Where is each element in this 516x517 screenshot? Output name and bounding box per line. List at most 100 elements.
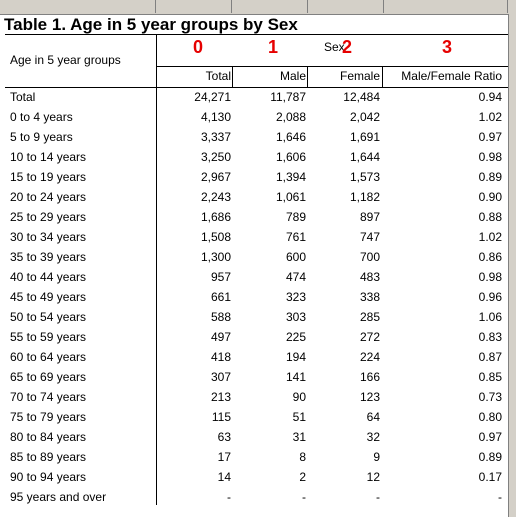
column-number-annotation: 1 (268, 37, 279, 57)
cell-male: 2 (299, 470, 306, 484)
cell-male: 31 (292, 430, 306, 444)
row-label: 95 years and over (10, 490, 107, 504)
table-row: 50 to 54 years 588 303 285 1.06 (0, 310, 508, 330)
cell-ratio: 0.83 (478, 330, 502, 344)
column-header-cell[interactable] (156, 0, 232, 13)
column-header-cell[interactable] (384, 0, 508, 13)
cell-female: 897 (359, 210, 380, 224)
cell-female: 1,573 (349, 170, 380, 184)
cell-ratio: 0.96 (478, 290, 502, 304)
cell-male: 8 (299, 450, 306, 464)
cell-female: 285 (359, 310, 380, 324)
cell-total: 418 (210, 350, 231, 364)
cell-ratio: 0.89 (478, 450, 502, 464)
column-header-rule (157, 66, 508, 67)
row-label: 30 to 34 years (10, 230, 87, 244)
cell-male: 1,061 (275, 190, 306, 204)
table-top-rule (5, 34, 508, 35)
column-header-female: Female (339, 69, 380, 83)
cell-total: 957 (210, 270, 231, 284)
cell-male: 600 (285, 250, 306, 264)
cell-female: 1,644 (349, 150, 380, 164)
cell-female: 123 (359, 390, 380, 404)
cell-female: 64 (366, 410, 380, 424)
column-header-cell[interactable] (0, 0, 156, 13)
cell-ratio: 0.73 (478, 390, 502, 404)
cell-male: 1,606 (275, 150, 306, 164)
cell-female: 32 (366, 430, 380, 444)
cell-ratio: 0.90 (478, 190, 502, 204)
table-row: 5 to 9 years 3,337 1,646 1,691 0.97 (0, 130, 508, 150)
row-label: 65 to 69 years (10, 370, 87, 384)
table-row: 65 to 69 years 307 141 166 0.85 (0, 370, 508, 390)
cell-male: 789 (285, 210, 306, 224)
cell-total: 63 (217, 430, 231, 444)
cell-ratio: 0.80 (478, 410, 502, 424)
row-label: 90 to 94 years (10, 470, 87, 484)
row-label: 10 to 14 years (10, 150, 87, 164)
cell-total: 588 (210, 310, 231, 324)
header-bottom-rule (5, 87, 508, 88)
table-row: Total 24,271 11,787 12,484 0.94 (0, 90, 508, 110)
cell-total: 2,243 (200, 190, 231, 204)
cell-total: 1,686 (200, 210, 231, 224)
cell-ratio: 0.87 (478, 350, 502, 364)
table-row: 70 to 74 years 213 90 123 0.73 (0, 390, 508, 410)
cell-total: 497 (210, 330, 231, 344)
row-label: 70 to 74 years (10, 390, 87, 404)
column-header-cell[interactable] (232, 0, 308, 13)
column-divider (307, 66, 308, 87)
row-label: 40 to 44 years (10, 270, 87, 284)
cell-total: 661 (210, 290, 231, 304)
cell-ratio: 0.97 (478, 430, 502, 444)
cell-female: 9 (373, 450, 380, 464)
row-label: 60 to 64 years (10, 350, 87, 364)
cell-male: - (302, 490, 306, 504)
row-label: 35 to 39 years (10, 250, 87, 264)
table-row: 80 to 84 years 63 31 32 0.97 (0, 430, 508, 450)
cell-female: 272 (359, 330, 380, 344)
column-header-ratio: Male/Female Ratio (401, 69, 502, 83)
cell-female: 1,182 (349, 190, 380, 204)
column-number-annotation: 2 (342, 37, 353, 57)
row-label: 50 to 54 years (10, 310, 87, 324)
cell-male: 194 (285, 350, 306, 364)
spreadsheet-column-strip (0, 0, 516, 15)
cell-total: 307 (210, 370, 231, 384)
cell-total: 1,508 (200, 230, 231, 244)
table-row: 55 to 59 years 497 225 272 0.83 (0, 330, 508, 350)
cell-female: - (376, 490, 380, 504)
cell-total: 2,967 (200, 170, 231, 184)
table-row: 85 to 89 years 17 8 9 0.89 (0, 450, 508, 470)
row-header-label: Age in 5 year groups (10, 53, 121, 67)
row-label: 85 to 89 years (10, 450, 87, 464)
cell-male: 90 (292, 390, 306, 404)
column-header-total: Total (205, 69, 231, 83)
cell-male: 51 (292, 410, 306, 424)
column-divider (382, 66, 383, 87)
table-row: 35 to 39 years 1,300 600 700 0.86 (0, 250, 508, 270)
table-row: 40 to 44 years 957 474 483 0.98 (0, 270, 508, 290)
cell-ratio: 0.98 (478, 270, 502, 284)
cell-male: 1,394 (275, 170, 306, 184)
cell-female: 166 (359, 370, 380, 384)
cell-total: 213 (210, 390, 231, 404)
table-row: 60 to 64 years 418 194 224 0.87 (0, 350, 508, 370)
cell-ratio: - (498, 490, 502, 504)
row-label: 20 to 24 years (10, 190, 87, 204)
row-label: 55 to 59 years (10, 330, 87, 344)
column-number-annotation: 0 (193, 37, 204, 57)
cell-ratio: 0.17 (478, 470, 502, 484)
cell-total: - (227, 490, 231, 504)
cell-female: 1,691 (349, 130, 380, 144)
cell-total: 3,250 (200, 150, 231, 164)
cell-female: 483 (359, 270, 380, 284)
cell-female: 12,484 (343, 90, 380, 104)
cell-ratio: 0.97 (478, 130, 502, 144)
row-label: 75 to 79 years (10, 410, 87, 424)
group-header-sex: Sex (324, 40, 345, 54)
table-row: 30 to 34 years 1,508 761 747 1.02 (0, 230, 508, 250)
cell-total: 1,300 (200, 250, 231, 264)
row-header-divider (156, 34, 157, 505)
column-header-cell[interactable] (308, 0, 384, 13)
